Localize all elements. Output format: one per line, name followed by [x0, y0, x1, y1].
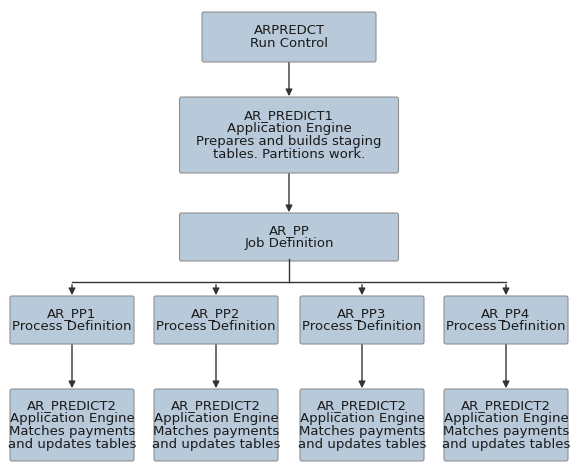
Text: AR_PREDICT1: AR_PREDICT1 [244, 109, 334, 122]
Text: AR_PREDICT2: AR_PREDICT2 [171, 399, 261, 412]
FancyBboxPatch shape [444, 389, 568, 461]
Text: Run Control: Run Control [250, 37, 328, 50]
Text: AR_PP1: AR_PP1 [47, 307, 97, 320]
Text: Prepares and builds staging: Prepares and builds staging [197, 135, 381, 148]
Text: and updates tables: and updates tables [152, 438, 280, 451]
Text: Application Engine: Application Engine [227, 122, 351, 135]
Text: Matches payments: Matches payments [299, 425, 425, 438]
Text: and updates tables: and updates tables [8, 438, 136, 451]
Text: Process Definition: Process Definition [446, 320, 566, 333]
Text: Process Definition: Process Definition [12, 320, 132, 333]
Text: Process Definition: Process Definition [302, 320, 422, 333]
FancyBboxPatch shape [180, 213, 398, 261]
FancyBboxPatch shape [180, 97, 398, 173]
Text: Job Definition: Job Definition [244, 237, 334, 250]
Text: AR_PP: AR_PP [269, 224, 309, 237]
FancyBboxPatch shape [10, 389, 134, 461]
Text: ARPREDCT: ARPREDCT [253, 24, 325, 37]
Text: tables. Partitions work.: tables. Partitions work. [213, 148, 365, 161]
Text: AR_PP3: AR_PP3 [338, 307, 387, 320]
Text: Matches payments: Matches payments [9, 425, 135, 438]
FancyBboxPatch shape [154, 389, 278, 461]
FancyBboxPatch shape [300, 389, 424, 461]
Text: Application Engine: Application Engine [154, 412, 279, 425]
Text: Process Definition: Process Definition [156, 320, 276, 333]
Text: Application Engine: Application Engine [299, 412, 424, 425]
Text: Application Engine: Application Engine [10, 412, 134, 425]
FancyBboxPatch shape [10, 296, 134, 344]
Text: AR_PP4: AR_PP4 [481, 307, 531, 320]
FancyBboxPatch shape [154, 296, 278, 344]
Text: Matches payments: Matches payments [443, 425, 569, 438]
Text: AR_PREDICT2: AR_PREDICT2 [461, 399, 551, 412]
Text: Application Engine: Application Engine [444, 412, 568, 425]
Text: AR_PREDICT2: AR_PREDICT2 [27, 399, 117, 412]
Text: AR_PP2: AR_PP2 [191, 307, 240, 320]
FancyBboxPatch shape [202, 12, 376, 62]
Text: AR_PREDICT2: AR_PREDICT2 [317, 399, 407, 412]
Text: and updates tables: and updates tables [442, 438, 570, 451]
FancyBboxPatch shape [300, 296, 424, 344]
Text: and updates tables: and updates tables [298, 438, 426, 451]
Text: Matches payments: Matches payments [153, 425, 279, 438]
FancyBboxPatch shape [444, 296, 568, 344]
